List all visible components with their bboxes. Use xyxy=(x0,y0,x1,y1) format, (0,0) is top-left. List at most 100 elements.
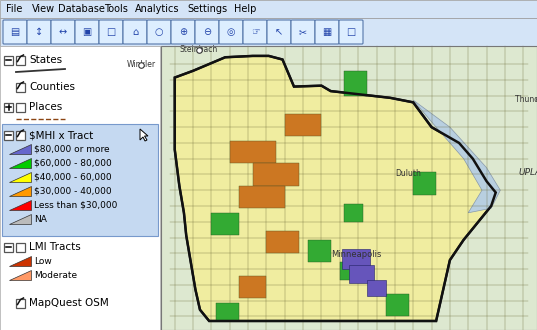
Bar xyxy=(0,0,537,18)
Text: Duluth: Duluth xyxy=(396,169,422,178)
Text: Low: Low xyxy=(34,256,52,266)
FancyBboxPatch shape xyxy=(195,20,219,44)
Text: $60,000 - 80,000: $60,000 - 80,000 xyxy=(34,158,112,168)
Text: ⊖: ⊖ xyxy=(203,27,211,37)
Polygon shape xyxy=(216,303,239,321)
Polygon shape xyxy=(342,249,369,269)
Bar xyxy=(16,55,25,64)
FancyBboxPatch shape xyxy=(147,20,171,44)
Text: File: File xyxy=(6,4,23,14)
FancyBboxPatch shape xyxy=(27,20,51,44)
Polygon shape xyxy=(212,213,239,235)
Text: Moderate: Moderate xyxy=(34,271,77,280)
Polygon shape xyxy=(239,276,266,298)
Text: □: □ xyxy=(346,27,355,37)
Text: MapQuest OSM: MapQuest OSM xyxy=(29,298,109,308)
Bar xyxy=(2,124,158,236)
Polygon shape xyxy=(230,141,275,163)
Text: Thunder Bay: Thunder Bay xyxy=(515,95,537,104)
FancyBboxPatch shape xyxy=(315,20,339,44)
Text: ↖: ↖ xyxy=(275,27,283,37)
Bar xyxy=(4,243,13,251)
Polygon shape xyxy=(9,270,31,280)
Bar xyxy=(161,46,537,330)
Bar xyxy=(16,103,25,112)
Text: States: States xyxy=(29,55,62,65)
Text: Settings: Settings xyxy=(187,4,227,14)
Text: ▣: ▣ xyxy=(82,27,92,37)
Bar xyxy=(4,130,13,140)
Polygon shape xyxy=(344,71,367,96)
Polygon shape xyxy=(9,158,31,168)
Polygon shape xyxy=(386,294,409,316)
Polygon shape xyxy=(413,100,500,213)
Polygon shape xyxy=(413,172,436,195)
Polygon shape xyxy=(140,129,148,141)
Bar xyxy=(16,130,25,140)
Bar xyxy=(16,243,25,251)
Polygon shape xyxy=(367,280,386,296)
Text: LMI Tracts: LMI Tracts xyxy=(29,242,81,252)
FancyBboxPatch shape xyxy=(171,20,195,44)
Text: $80,000 or more: $80,000 or more xyxy=(34,145,110,153)
FancyBboxPatch shape xyxy=(99,20,123,44)
Text: ◎: ◎ xyxy=(227,27,235,37)
FancyBboxPatch shape xyxy=(267,20,291,44)
Bar xyxy=(0,18,537,46)
Text: Database: Database xyxy=(57,4,105,14)
Polygon shape xyxy=(285,114,322,136)
Text: ▤: ▤ xyxy=(10,27,20,37)
Polygon shape xyxy=(9,200,31,210)
Text: ○: ○ xyxy=(155,27,163,37)
FancyBboxPatch shape xyxy=(51,20,75,44)
Polygon shape xyxy=(266,231,299,253)
Text: Places: Places xyxy=(29,102,62,112)
FancyBboxPatch shape xyxy=(75,20,99,44)
Polygon shape xyxy=(239,186,285,208)
FancyBboxPatch shape xyxy=(123,20,147,44)
Bar xyxy=(4,103,13,112)
FancyBboxPatch shape xyxy=(291,20,315,44)
Text: ⊕: ⊕ xyxy=(179,27,187,37)
FancyBboxPatch shape xyxy=(219,20,243,44)
Polygon shape xyxy=(253,163,299,186)
Text: Less than $30,000: Less than $30,000 xyxy=(34,201,118,210)
Text: UPLAND: UPLAND xyxy=(519,168,537,177)
Text: ↔: ↔ xyxy=(59,27,67,37)
Bar xyxy=(16,82,25,91)
Text: □: □ xyxy=(106,27,115,37)
FancyBboxPatch shape xyxy=(339,20,363,44)
Bar xyxy=(161,46,537,330)
Text: ⌂: ⌂ xyxy=(132,27,138,37)
Polygon shape xyxy=(349,265,374,283)
Polygon shape xyxy=(175,56,496,321)
Text: Steinbach: Steinbach xyxy=(179,45,217,54)
Text: Analytics: Analytics xyxy=(135,4,180,14)
Polygon shape xyxy=(9,186,31,196)
Polygon shape xyxy=(9,256,31,266)
Bar xyxy=(4,55,13,64)
Bar xyxy=(0,46,160,330)
Polygon shape xyxy=(9,172,31,182)
Text: NA: NA xyxy=(34,214,47,223)
Text: $40,000 - 60,000: $40,000 - 60,000 xyxy=(34,173,112,182)
Text: $30,000 - 40,000: $30,000 - 40,000 xyxy=(34,186,112,195)
Polygon shape xyxy=(340,262,358,280)
Text: Tools: Tools xyxy=(104,4,128,14)
Text: ↕: ↕ xyxy=(35,27,43,37)
Text: Minneapolis: Minneapolis xyxy=(331,250,381,259)
Text: ▦: ▦ xyxy=(322,27,332,37)
Polygon shape xyxy=(9,144,31,154)
Text: View: View xyxy=(32,4,55,14)
Polygon shape xyxy=(9,214,31,224)
FancyBboxPatch shape xyxy=(243,20,267,44)
Polygon shape xyxy=(308,240,331,262)
Text: ✂: ✂ xyxy=(299,27,307,37)
Polygon shape xyxy=(344,204,363,222)
Text: $MHI x Tract: $MHI x Tract xyxy=(29,130,93,140)
FancyBboxPatch shape xyxy=(3,20,27,44)
Text: ☞: ☞ xyxy=(251,27,259,37)
Text: Help: Help xyxy=(234,4,256,14)
Text: Winkler: Winkler xyxy=(127,60,156,69)
Bar xyxy=(16,299,25,308)
